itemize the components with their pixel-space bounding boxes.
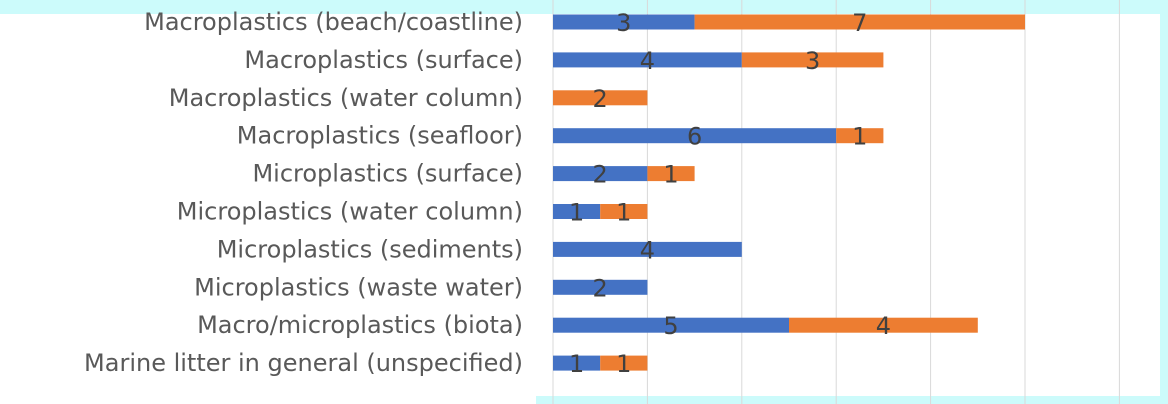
data-label: 4 xyxy=(640,236,655,264)
bottom-band xyxy=(536,396,1168,404)
data-label: 1 xyxy=(616,350,631,378)
bar-segment xyxy=(741,52,884,68)
bar-segment xyxy=(600,355,648,371)
data-label: 3 xyxy=(805,47,820,75)
category-label: Microplastics (sediments) xyxy=(217,235,523,263)
category-label: Macroplastics (surface) xyxy=(244,46,523,74)
data-label: 1 xyxy=(569,199,584,227)
category-label: Macroplastics (beach/coastline) xyxy=(144,8,523,36)
bar-segment xyxy=(553,279,648,295)
category-label: Microplastics (waste water) xyxy=(194,273,523,301)
data-label: 3 xyxy=(616,9,631,37)
bar-segment xyxy=(647,166,695,182)
data-label: 1 xyxy=(616,199,631,227)
bar-segment xyxy=(553,52,742,68)
bar-segment xyxy=(553,90,648,106)
category-label: Macroplastics (seafloor) xyxy=(237,122,523,150)
data-label: 7 xyxy=(852,9,867,37)
bars-layer xyxy=(553,14,1025,371)
category-label: Microplastics (surface) xyxy=(252,160,523,188)
right-band xyxy=(1160,0,1168,404)
bar-segment xyxy=(553,128,837,144)
category-label: Macroplastics (water column) xyxy=(169,84,523,112)
data-label: 1 xyxy=(569,350,584,378)
bar-segment xyxy=(694,14,1025,30)
data-label: 1 xyxy=(852,123,867,151)
data-label: 5 xyxy=(663,312,678,340)
bar-segment xyxy=(600,204,648,219)
data-label: 4 xyxy=(876,312,891,340)
category-label: Macro/microplastics (biota) xyxy=(197,311,523,339)
category-label: Marine litter in general (unspecified) xyxy=(84,349,523,377)
data-label: 1 xyxy=(663,161,678,189)
bar-segment xyxy=(836,128,884,144)
bar-segment xyxy=(553,355,601,371)
bar-segment xyxy=(553,14,695,30)
labels-layer: Macroplastics (beach/coastline) 3 7 Macropl… xyxy=(84,8,891,378)
data-label: 2 xyxy=(593,161,608,189)
bar-segment xyxy=(553,166,648,182)
data-label: 6 xyxy=(687,123,702,151)
top-band xyxy=(0,0,1168,14)
data-label: 2 xyxy=(593,85,608,113)
bar-segment xyxy=(789,317,978,333)
bar-segment xyxy=(553,204,601,219)
bar-segment xyxy=(553,241,742,257)
data-label: 2 xyxy=(593,274,608,302)
category-label: Microplastics (water column) xyxy=(177,198,523,226)
data-label: 4 xyxy=(640,47,655,75)
bar-segment xyxy=(553,317,789,333)
